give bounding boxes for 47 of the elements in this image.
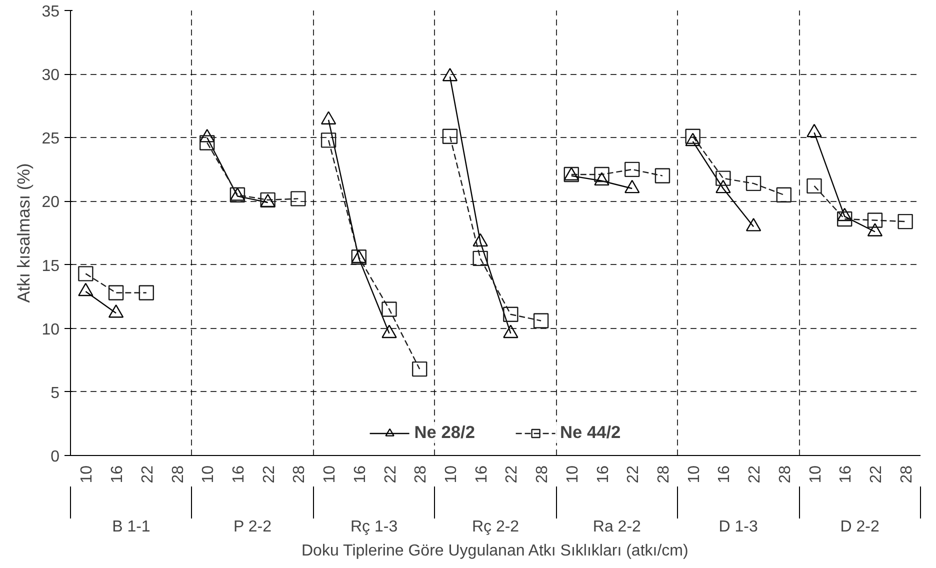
y-tick-label: 30	[42, 67, 60, 84]
text: Rç 1-3	[350, 518, 398, 536]
text: Ra 2-2	[592, 518, 642, 536]
x-tick-label: 16	[352, 465, 369, 484]
y-tick-label: 25	[42, 130, 60, 148]
y-tick-label: 35	[42, 4, 60, 20]
text: Rç 2-2	[472, 518, 520, 536]
x-tick-label: 28	[412, 465, 430, 484]
x-tick-label: 16	[109, 465, 126, 484]
y-tick-label: 15	[42, 258, 60, 275]
x-tick-label: 10	[322, 465, 339, 484]
x-tick-label: 16	[838, 465, 855, 484]
x-tick-label: 28	[534, 465, 552, 484]
x-tick-label: 22	[868, 465, 885, 484]
x-tick-label: 10	[807, 465, 824, 484]
x-tick-label: 16	[473, 465, 490, 484]
x-tick-label: 10	[686, 465, 703, 484]
x-tick-label: 22	[746, 465, 764, 484]
x-tick-label: 22	[504, 465, 521, 484]
x-tick-label: 10	[564, 465, 582, 484]
x-tick-label: 28	[655, 465, 672, 484]
x-tick-label: 28	[776, 465, 794, 484]
legend-label: Ne 28/2	[414, 422, 475, 443]
text: B 1-1	[112, 518, 150, 536]
x-tick-label: 16	[594, 465, 612, 484]
x-tick-label: 10	[78, 465, 96, 484]
y-tick-label: 0	[50, 448, 60, 466]
x-tick-label: 22	[139, 465, 156, 484]
x-tick-label: 16	[230, 465, 248, 484]
text: P 2-2	[234, 518, 272, 536]
x-tick-label: 22	[625, 465, 642, 484]
x-tick-label: 16	[716, 465, 734, 484]
x-tick-label: 10	[200, 465, 218, 484]
y-tick-label: 10	[42, 321, 60, 338]
x-tick-label: 10	[442, 465, 460, 484]
x-tick-label: 28	[170, 465, 187, 484]
x-tick-label: 28	[898, 465, 916, 484]
y-tick-label: 20	[42, 194, 60, 212]
y-axis-title: Atkı kısalması (%)	[14, 163, 34, 303]
x-axis-title: Doku Tiplerine Göre Uygulanan Atkı Sıklıkları (atkı/cm)	[302, 542, 688, 560]
x-tick-label: 22	[260, 465, 278, 484]
x-tick-label: 28	[291, 465, 308, 484]
x-tick-label: 22	[382, 465, 400, 484]
text: D 1-3	[718, 518, 758, 536]
legend-label: Ne 44/2	[560, 422, 621, 443]
text: D 2-2	[840, 518, 880, 536]
y-tick-label: 5	[50, 384, 60, 402]
